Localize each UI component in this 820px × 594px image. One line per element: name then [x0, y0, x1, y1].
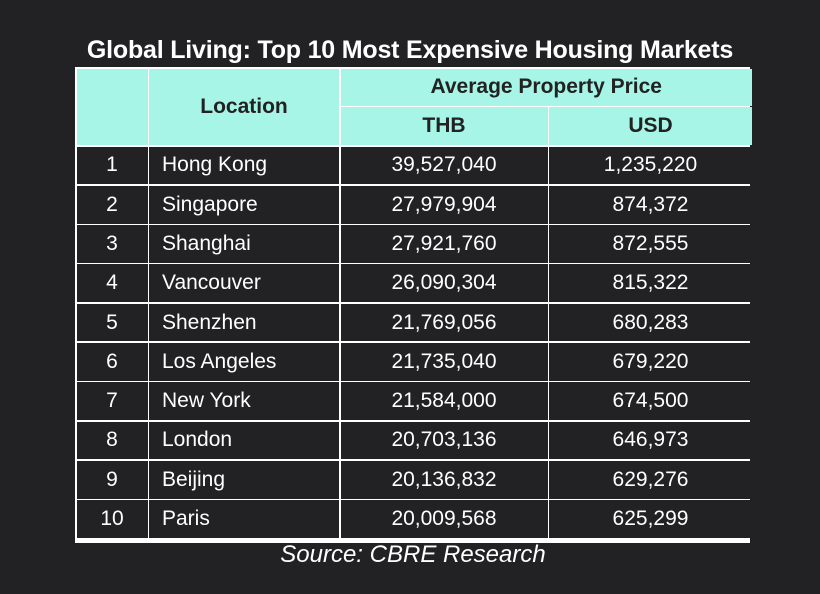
thb-price-cell: 27,979,904: [340, 185, 548, 224]
thb-price-cell: 21,735,040: [340, 342, 548, 381]
location-cell: Vancouver: [149, 264, 339, 303]
location-cell: Paris: [149, 500, 339, 538]
usd-price-cell: 629,276: [549, 460, 752, 499]
rank-cell: 3: [76, 225, 148, 263]
usd-price-cell: 1,235,220: [549, 146, 752, 185]
thb-price-cell: 26,090,304: [340, 264, 548, 303]
location-cell: Shanghai: [149, 225, 339, 263]
usd-price-cell: 874,372: [549, 185, 752, 224]
price-group-header: Average Property Price: [340, 68, 752, 106]
thb-price-cell: 21,584,000: [340, 382, 548, 421]
source-note: Source: CBRE Research: [280, 541, 546, 568]
location-cell: Beijing: [149, 460, 339, 499]
usd-price-cell: 674,500: [549, 382, 752, 421]
thb-price-cell: 21,769,056: [340, 303, 548, 342]
usd-price-cell: 815,322: [549, 264, 752, 303]
rank-header: [76, 68, 148, 145]
thb-price-cell: 20,136,832: [340, 460, 548, 499]
thb-header: THB: [340, 107, 548, 145]
usd-header: USD: [549, 107, 752, 145]
usd-price-cell: 646,973: [549, 421, 752, 460]
usd-price-cell: 872,555: [549, 225, 752, 263]
usd-price-cell: 680,283: [549, 303, 752, 342]
rank-cell: 10: [76, 500, 148, 538]
thb-price-cell: 20,009,568: [340, 500, 548, 538]
thb-price-cell: 39,527,040: [340, 146, 548, 185]
rank-cell: 7: [76, 382, 148, 421]
location-cell: London: [149, 421, 339, 460]
usd-price-cell: 625,299: [549, 500, 752, 538]
chart-title: Global Living: Top 10 Most Expensive Hou…: [86, 36, 734, 64]
thb-price-cell: 20,703,136: [340, 421, 548, 460]
location-cell: Shenzhen: [149, 303, 339, 342]
location-cell: New York: [149, 382, 339, 421]
location-cell: Los Angeles: [149, 342, 339, 381]
rank-cell: 1: [76, 146, 148, 185]
price-table: Location Average Property Price THB USD …: [75, 67, 752, 543]
rank-cell: 6: [76, 342, 148, 381]
location-header: Location: [149, 68, 339, 145]
rank-cell: 4: [76, 264, 148, 303]
rank-cell: 9: [76, 460, 148, 499]
rank-cell: 5: [76, 303, 148, 342]
location-cell: Singapore: [149, 185, 339, 224]
rank-cell: 2: [76, 185, 148, 224]
rank-cell: 8: [76, 421, 148, 460]
thb-price-cell: 27,921,760: [340, 225, 548, 263]
usd-price-cell: 679,220: [549, 342, 752, 381]
location-cell: Hong Kong: [149, 146, 339, 185]
